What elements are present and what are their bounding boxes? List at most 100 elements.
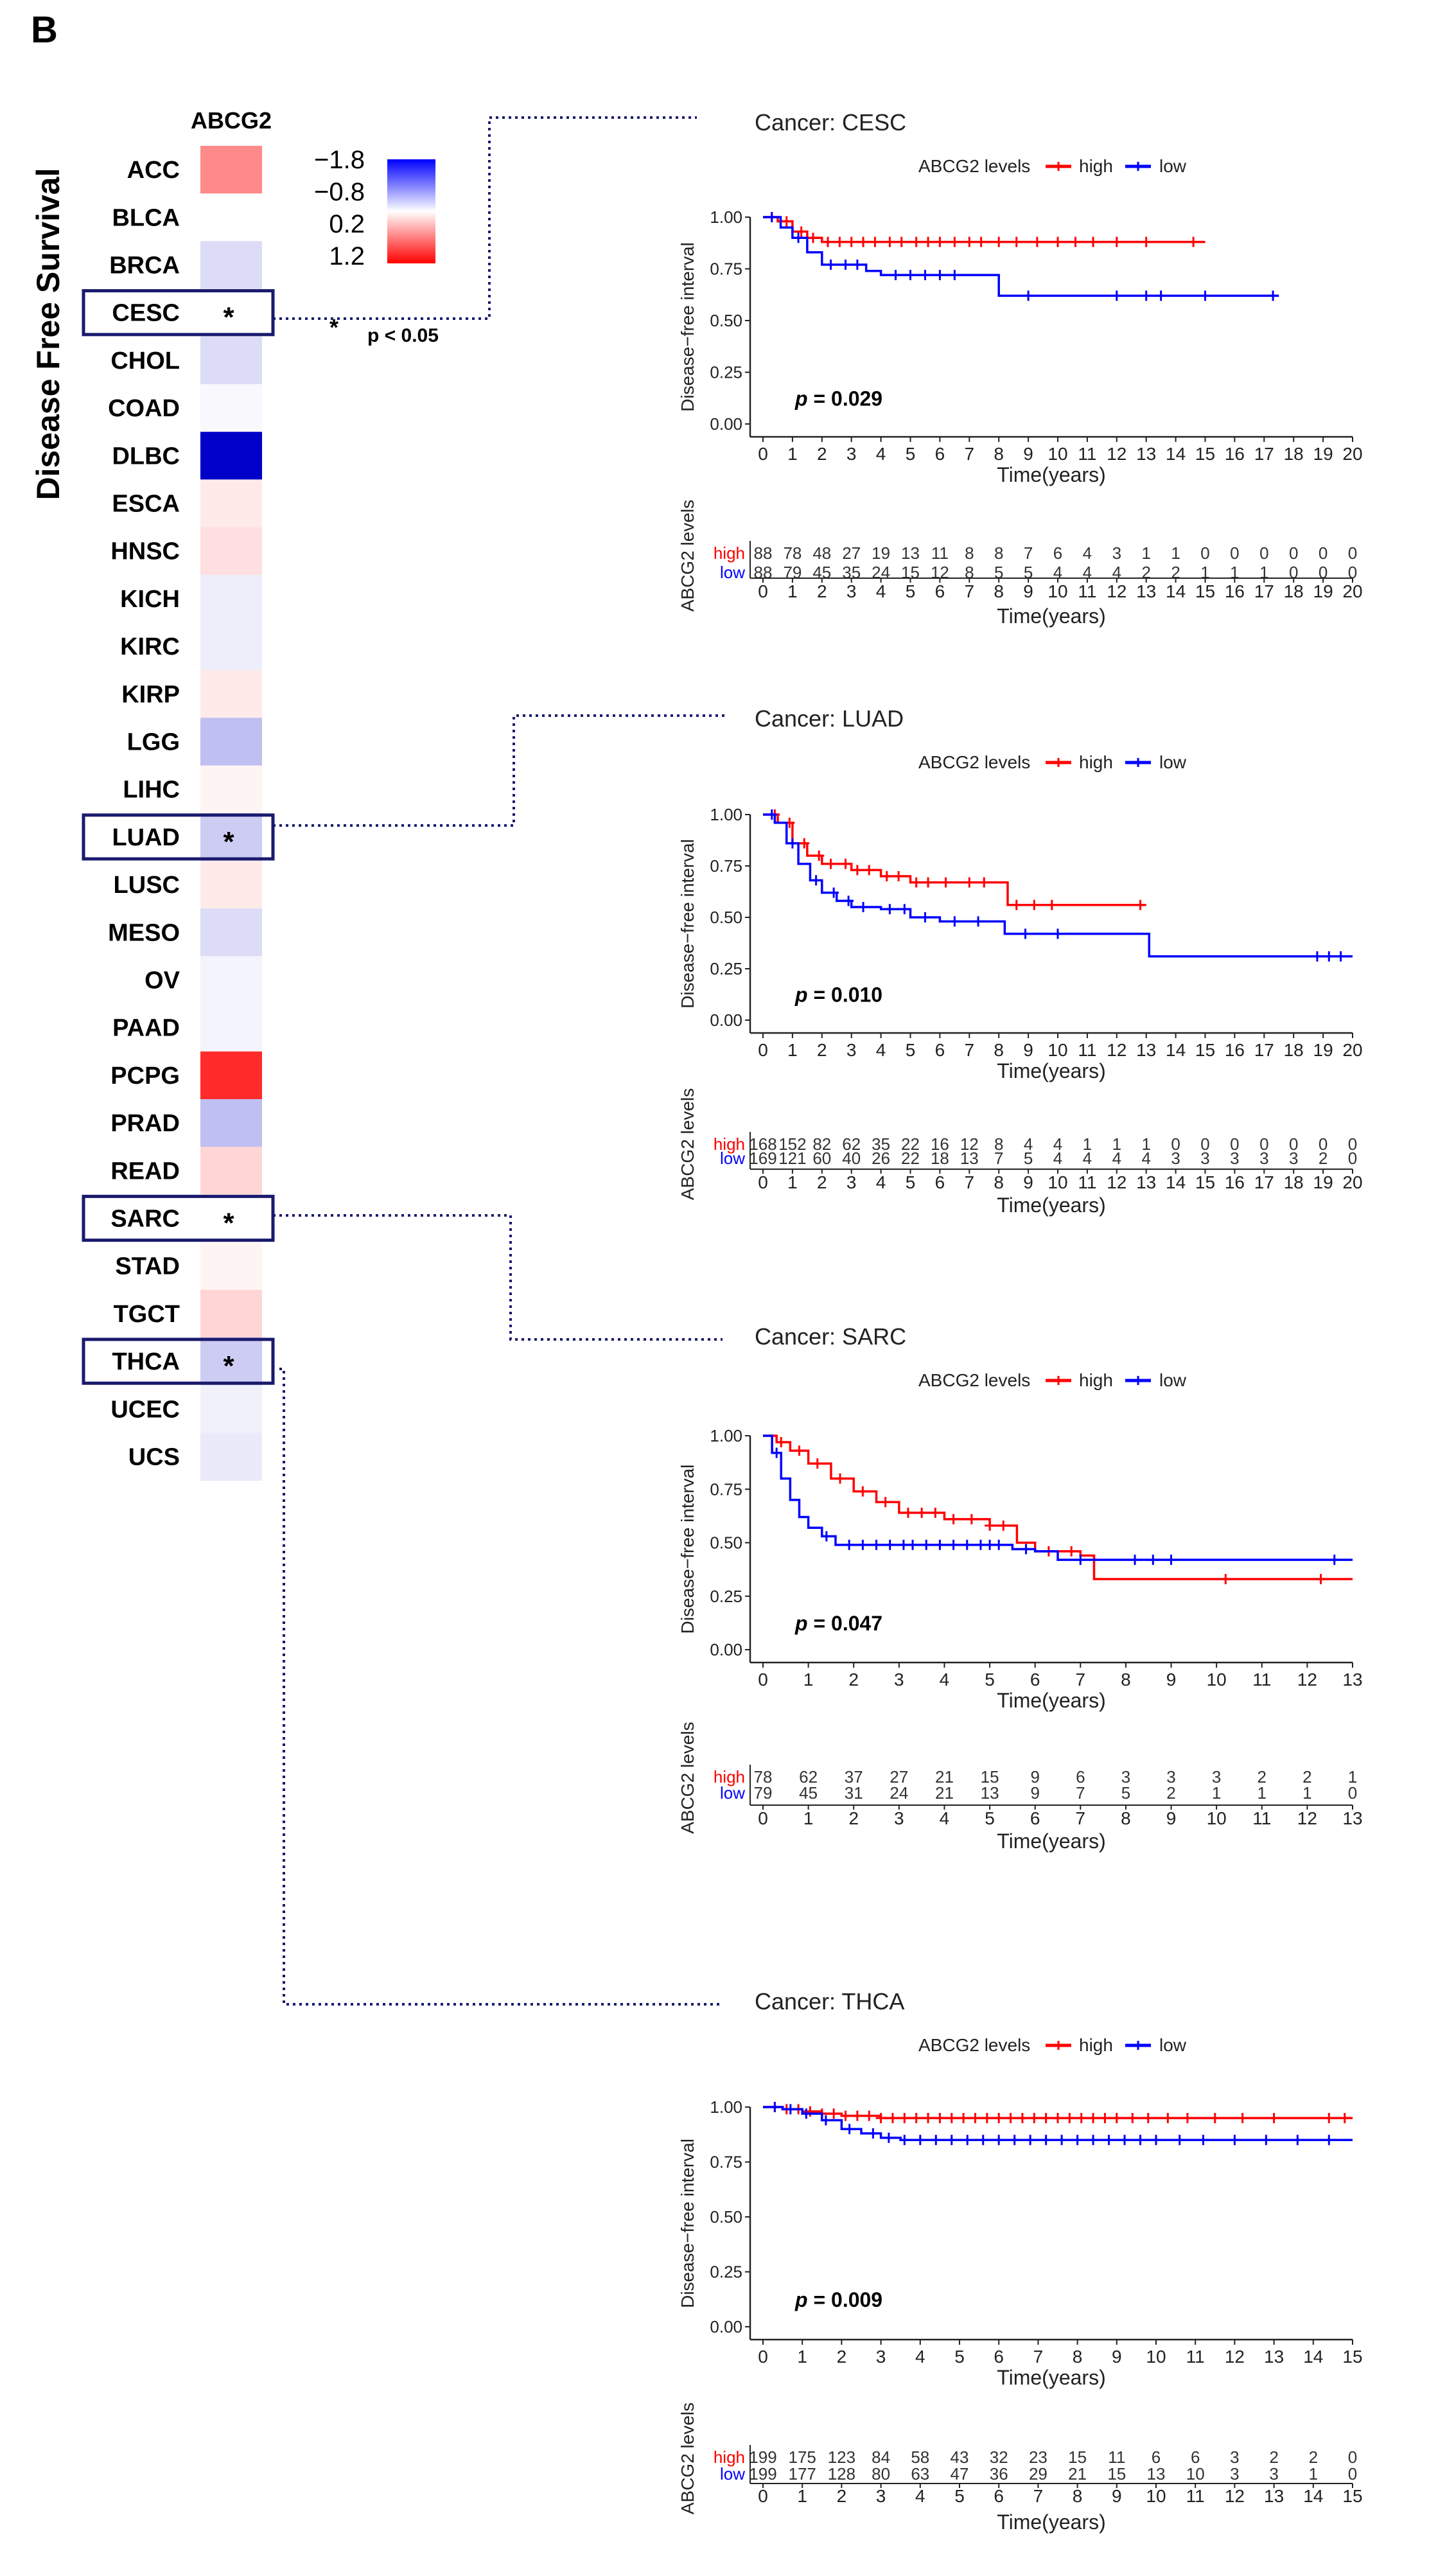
highlight-box — [82, 1337, 275, 1385]
legend-marker-high: + — [1053, 752, 1064, 772]
km-x-tick-label: 3 — [846, 1040, 857, 1060]
km-censor-low — [1292, 2135, 1303, 2146]
risk-table-x-tick-label: 10 — [1048, 1172, 1067, 1192]
km-censor-low — [985, 1539, 995, 1550]
km-x-tick-label: 1 — [787, 1040, 798, 1060]
heatmap-row: KICH — [120, 574, 262, 623]
km-x-tick-label: 16 — [1225, 444, 1245, 464]
risk-table-x-tick-label: 15 — [1195, 1172, 1215, 1192]
risk-table-x-tick-label: 9 — [1023, 1172, 1033, 1192]
risk-count: 2 — [1171, 563, 1180, 582]
km-censor-high — [794, 1445, 805, 1456]
legend-marker-low: + — [1133, 752, 1143, 772]
km-x-axis-label: Time(years) — [997, 2366, 1105, 2389]
km-x-tick-label: 17 — [1254, 1040, 1274, 1060]
risk-count: 13 — [1147, 2464, 1166, 2483]
risk-count: 0 — [1319, 563, 1328, 582]
km-y-tick-label: 0.50 — [710, 2207, 742, 2227]
risk-table-x-tick-label: 13 — [1342, 1808, 1362, 1828]
heatmap-row: BRCA — [109, 241, 262, 290]
km-censor-low — [962, 2135, 973, 2146]
km-censor-low — [884, 1539, 895, 1550]
risk-count: 3 — [1166, 1767, 1175, 1786]
km-censor-high — [1005, 2113, 1016, 2124]
km-censor-high — [1324, 2113, 1335, 2124]
km-x-tick-label: 12 — [1297, 1670, 1317, 1689]
km-x-tick-label: 9 — [1112, 2347, 1122, 2367]
risk-count: 0 — [1171, 1134, 1180, 1154]
km-x-tick-label: 12 — [1107, 1040, 1127, 1060]
heatmap-row: OV — [145, 956, 262, 1005]
km-censor-low — [1329, 1555, 1340, 1566]
km-x-tick-label: 18 — [1284, 1040, 1304, 1060]
km-censor-high — [946, 2113, 957, 2124]
risk-table-x-tick-label: 9 — [1166, 1808, 1177, 1828]
risk-count: 21 — [935, 1767, 954, 1786]
km-x-tick-label: 8 — [994, 1040, 1004, 1060]
risk-count: 9 — [1030, 1783, 1039, 1803]
km-x-tick-label: 10 — [1048, 1040, 1067, 1060]
km-charts: Cancer: CESC ABCG2 levels + high + low 0.00 0.2… — [678, 109, 1363, 2534]
km-censor-high — [852, 865, 863, 876]
km-x-tick-label: 7 — [965, 1040, 975, 1060]
risk-count: 6 — [1076, 1767, 1085, 1786]
risk-table-x-tick-label: 12 — [1225, 2486, 1245, 2506]
km-x-tick-label: 11 — [1078, 1040, 1096, 1060]
km-y-tick-label: 1.00 — [710, 805, 742, 824]
km-censor-high — [1100, 2113, 1110, 2124]
risk-count: 1 — [1200, 563, 1209, 582]
risk-count: 4 — [1083, 1149, 1092, 1168]
p-equals: = — [808, 2288, 831, 2311]
heatmap: ABCG2 Disease Free Survival ACC BLCA BRCA CES… — [30, 107, 439, 1481]
legend-marker-low: + — [1133, 156, 1143, 176]
risk-table-x-tick-label: 2 — [817, 581, 827, 601]
risk-table-x-axis-label: Time(years) — [997, 2510, 1105, 2534]
heatmap-row: PAAD — [112, 1003, 262, 1052]
risk-count: 0 — [1348, 2464, 1357, 2483]
risk-count: 29 — [1029, 2464, 1048, 2483]
km-censor-low — [825, 260, 836, 270]
km-x-tick-label: 15 — [1195, 444, 1215, 464]
risk-count: 3 — [1230, 2448, 1239, 2467]
km-censor-low — [1229, 2135, 1240, 2146]
km-y-tick-label: 0.00 — [710, 1640, 742, 1659]
risk-count: 2 — [1302, 1767, 1311, 1786]
km-censor-low — [1072, 2135, 1083, 2146]
heatmap-row: UCS — [128, 1433, 262, 1481]
km-x-tick-label: 20 — [1342, 444, 1362, 464]
risk-count: 22 — [901, 1149, 920, 1168]
risk-count: 2 — [1319, 1149, 1328, 1168]
risk-count: 4 — [1083, 563, 1092, 582]
km-legend-high: high — [1079, 1370, 1113, 1390]
km-censor-high — [822, 236, 833, 247]
significance-star: * — [223, 1350, 234, 1382]
risk-count: 0 — [1200, 543, 1209, 563]
heatmap-row: PRAD — [110, 1099, 262, 1147]
km-censor-low — [843, 895, 854, 906]
km-censor-high — [940, 877, 951, 888]
km-censor-low — [1130, 1555, 1141, 1566]
km-x-tick-label: 10 — [1048, 444, 1067, 464]
km-censor-high — [911, 877, 922, 888]
km-censor-high — [812, 1458, 823, 1469]
risk-row-label: low — [720, 1783, 745, 1803]
km-censor-high — [1040, 2113, 1051, 2124]
km-censor-low — [1174, 2135, 1185, 2146]
km-x-tick-label: 9 — [1166, 1670, 1177, 1689]
risk-count: 1 — [1302, 1783, 1311, 1803]
heatmap-cell — [200, 622, 262, 671]
heatmap-row: STAD — [115, 1242, 262, 1291]
risk-count: 2 — [1258, 1767, 1267, 1786]
km-legend-low: low — [1159, 156, 1187, 176]
risk-table-x-tick-label: 3 — [876, 2486, 886, 2506]
risk-table-label: ABCG2 levels — [678, 2403, 697, 2514]
km-x-tick-label: 2 — [817, 444, 827, 464]
risk-table-x-tick-label: 11 — [1078, 581, 1096, 601]
legend-color-bar — [387, 159, 435, 263]
km-censor-high — [1053, 2113, 1063, 2124]
heatmap-row-label: UCEC — [110, 1396, 180, 1423]
heatmap-cell — [200, 1242, 262, 1291]
risk-count: 0 — [1230, 1134, 1239, 1154]
km-title: Cancer: THCA — [755, 1988, 904, 2015]
km-censor-high — [1143, 2113, 1153, 2124]
